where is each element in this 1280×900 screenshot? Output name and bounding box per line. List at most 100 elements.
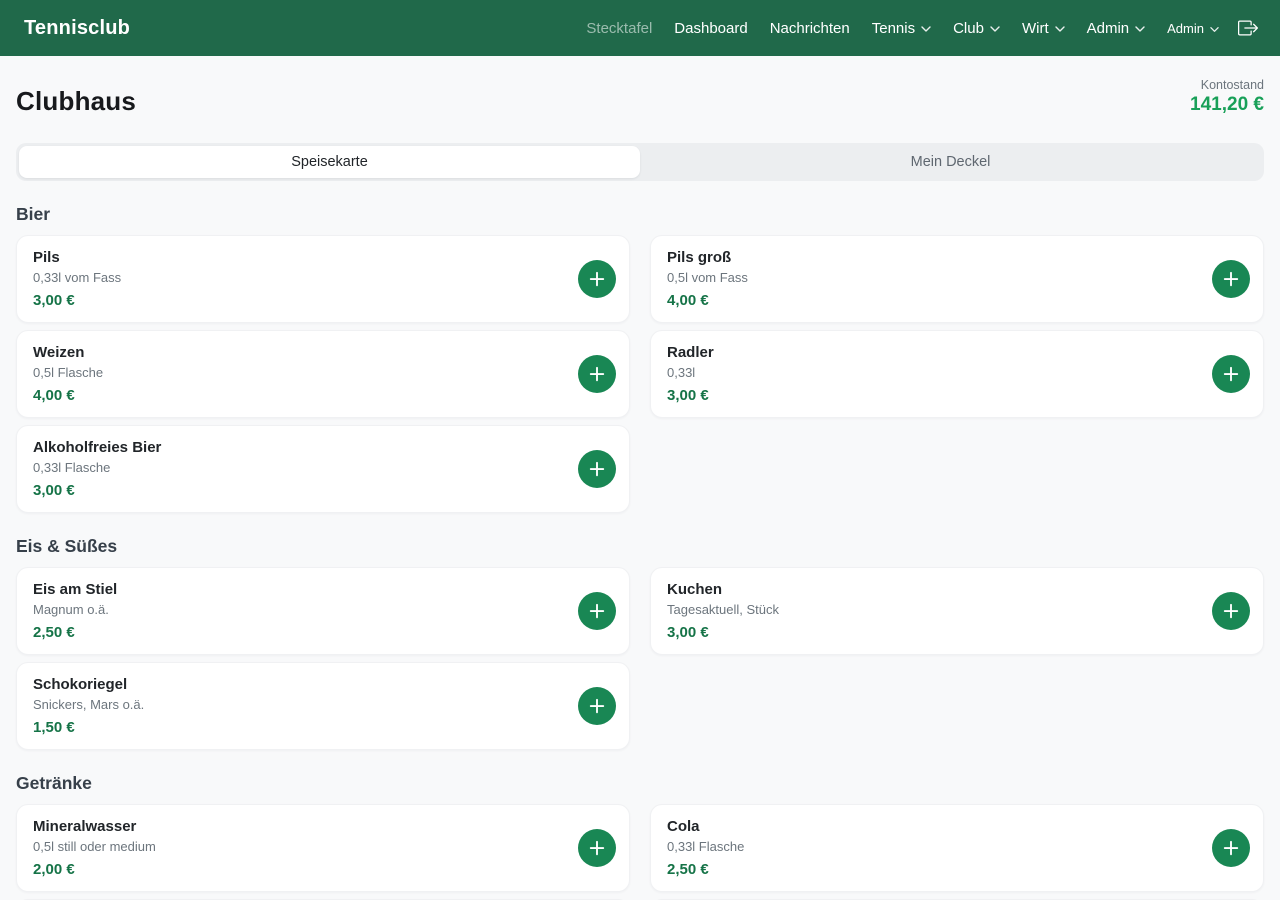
menu-item-card: Cola 0,33l Flasche 2,50 € [650,804,1264,892]
item-name: Eis am Stiel [33,581,118,598]
menu-sections: Bier Pils 0,33l vom Fass 3,00 € Pils gro… [16,204,1264,900]
brand-logo[interactable]: Tennisclub [24,16,131,39]
item-description: Snickers, Mars o.ä. [33,697,145,712]
add-item-button[interactable] [578,260,616,298]
item-description: Tagesaktuell, Stück [667,602,780,617]
item-name: Mineralwasser [33,818,137,835]
chevron-down-icon [1135,24,1145,34]
item-description: 0,33l Flasche [33,460,111,475]
nav-item-label: Nachrichten [769,19,850,37]
menu-item-card: Mineralwasser 0,5l still oder medium 2,0… [16,804,630,892]
menu-section: Eis & Süßes Eis am Stiel Magnum o.ä. 2,5… [16,536,1264,750]
menu-item-card: Eis am Stiel Magnum o.ä. 2,50 € [16,567,630,655]
card-grid: Eis am Stiel Magnum o.ä. 2,50 € Kuchen T… [16,567,1264,750]
item-price: 2,00 € [33,861,75,878]
tab-bar: Speisekarte Mein Deckel [16,143,1264,181]
add-item-button[interactable] [1212,592,1250,630]
menu-item-card: Weizen 0,5l Flasche 4,00 € [16,330,630,418]
item-name: Pils groß [667,249,732,266]
page-header: Clubhaus Kontostand 141,20 € [16,56,1264,117]
plus-icon [1221,364,1241,384]
menu-section: Getränke Mineralwasser 0,5l still oder m… [16,773,1264,900]
item-description: 0,5l still oder medium [33,839,156,854]
item-price: 1,50 € [33,719,75,736]
nav-item-label: Stecktafel [586,19,653,37]
item-price: 3,00 € [33,292,75,309]
nav-item-dashboard[interactable]: Dashboard [663,12,758,45]
item-price: 4,00 € [33,387,75,404]
card-grid: Mineralwasser 0,5l still oder medium 2,0… [16,804,1264,900]
user-menu[interactable]: Admin [1156,13,1228,44]
menu-item-card: Kuchen Tagesaktuell, Stück 3,00 € [650,567,1264,655]
plus-icon [587,601,607,621]
item-price: 2,50 € [33,624,75,641]
item-description: 0,33l vom Fass [33,270,122,285]
item-description: 0,33l [667,365,696,380]
add-item-button[interactable] [1212,355,1250,393]
item-description: 0,5l Flasche [33,365,104,380]
plus-icon [587,696,607,716]
add-item-button[interactable] [578,687,616,725]
item-name: Alkoholfreies Bier [33,439,162,456]
item-name: Cola [667,818,700,835]
account-balance: Kontostand 141,20 € [1190,78,1264,116]
section-title: Eis & Süßes [16,536,118,556]
section-title: Bier [16,204,51,224]
nav-item-stecktafel[interactable]: Stecktafel [575,12,663,45]
item-name: Schokoriegel [33,676,128,693]
menu-item-card: Pils 0,33l vom Fass 3,00 € [16,235,630,323]
item-name: Radler [667,344,714,361]
card-grid: Pils 0,33l vom Fass 3,00 € Pils groß 0,5… [16,235,1264,513]
menu-item-card: Pils groß 0,5l vom Fass 4,00 € [650,235,1264,323]
menu-item-card: Schokoriegel Snickers, Mars o.ä. 1,50 € [16,662,630,750]
plus-icon [587,364,607,384]
add-item-button[interactable] [1212,829,1250,867]
nav-item-club[interactable]: Club [942,12,1011,45]
item-price: 2,50 € [667,861,709,878]
nav-item-nachrichten[interactable]: Nachrichten [759,12,861,45]
add-item-button[interactable] [578,592,616,630]
plus-icon [1221,601,1241,621]
nav-item-label: Tennis [871,19,916,37]
item-price: 4,00 € [667,292,709,309]
balance-label: Kontostand [1200,78,1264,92]
user-menu-label: Admin [1167,20,1204,36]
item-price: 3,00 € [667,387,709,404]
nav-item-wirt[interactable]: Wirt [1011,12,1076,45]
chevron-down-icon [921,24,931,34]
logout-button[interactable] [1228,12,1264,44]
item-name: Weizen [33,344,85,361]
tab-mein-deckel[interactable]: Mein Deckel [640,146,1261,178]
navbar: Tennisclub Stecktafel Dashboard Nachrich… [0,0,1280,56]
plus-icon [1221,838,1241,858]
chevron-down-icon [1054,24,1065,34]
nav-links: Stecktafel Dashboard Nachrichten Tennis … [575,12,1156,45]
add-item-button[interactable] [578,829,616,867]
page-title: Clubhaus [16,86,137,116]
nav-item-label: Club [953,19,984,37]
section-title: Getränke [16,773,92,793]
item-price: 3,00 € [33,482,75,499]
item-description: 0,5l vom Fass [667,270,748,285]
item-description: 0,33l Flasche [667,839,745,854]
menu-section: Bier Pils 0,33l vom Fass 3,00 € Pils gro… [16,204,1264,513]
menu-item-card: Radler 0,33l 3,00 € [650,330,1264,418]
item-name: Kuchen [667,581,723,598]
plus-icon [587,269,607,289]
balance-value: 141,20 € [1190,94,1264,115]
nav-item-tennis[interactable]: Tennis [861,12,942,45]
plus-icon [587,459,607,479]
plus-icon [1221,269,1241,289]
add-item-button[interactable] [578,450,616,488]
main-content: Clubhaus Kontostand 141,20 € Speisekarte… [0,56,1280,900]
add-item-button[interactable] [1212,260,1250,298]
box-arrow-right-icon [1238,18,1258,38]
chevron-down-icon [990,24,1000,34]
nav-item-admin[interactable]: Admin [1076,12,1157,45]
item-description: Magnum o.ä. [33,602,109,617]
plus-icon [587,838,607,858]
nav-item-label: Dashboard [674,19,748,37]
chevron-down-icon [1210,25,1219,34]
tab-speisekarte[interactable]: Speisekarte [19,146,640,178]
add-item-button[interactable] [578,355,616,393]
